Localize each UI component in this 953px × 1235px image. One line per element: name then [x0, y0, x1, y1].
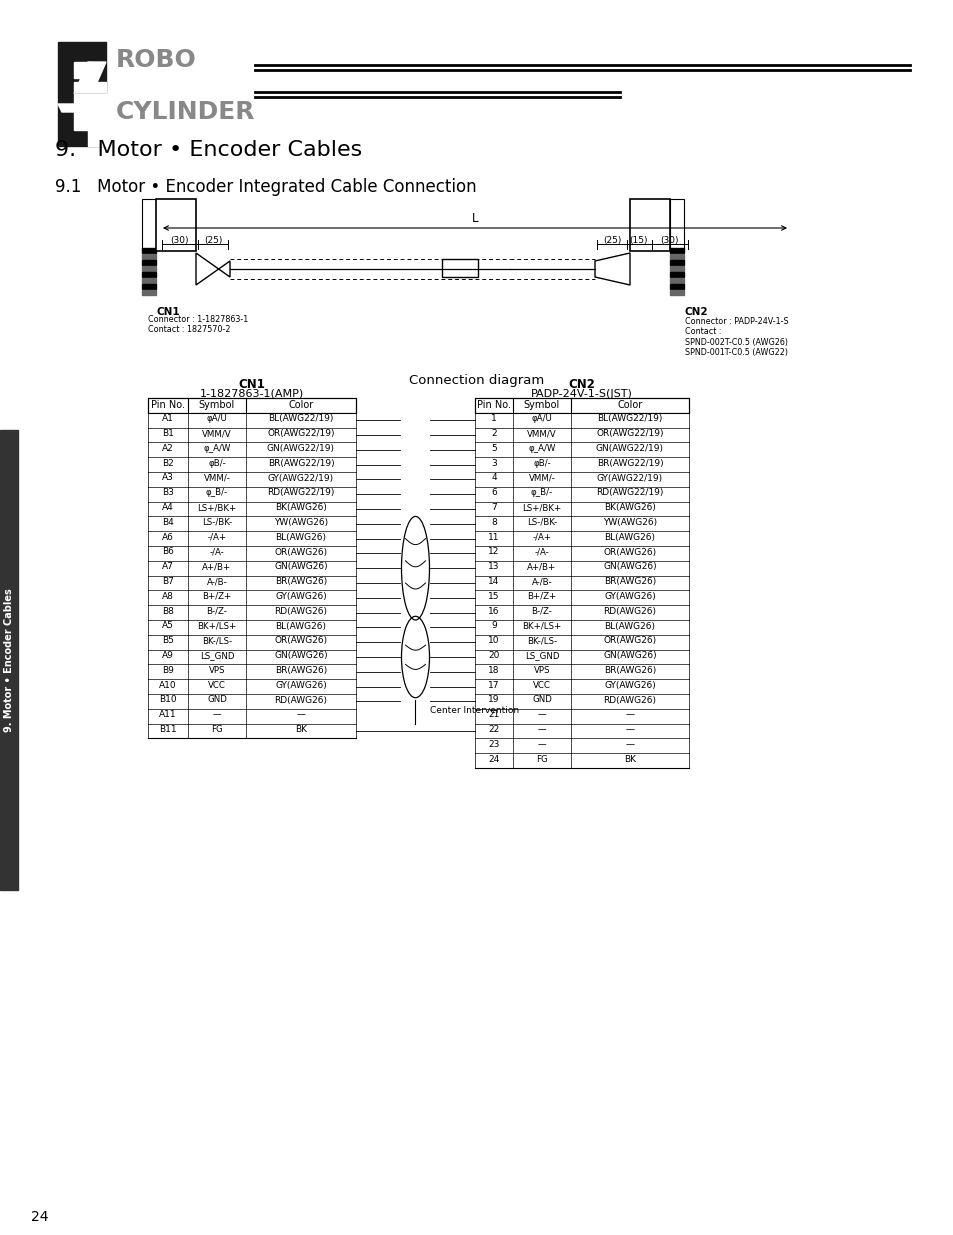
Text: BL(AWG26): BL(AWG26)	[604, 532, 655, 542]
FancyBboxPatch shape	[58, 42, 106, 94]
Text: BR(AWG26): BR(AWG26)	[603, 666, 656, 674]
Text: BK+/LS+: BK+/LS+	[522, 621, 561, 631]
Text: A4: A4	[162, 503, 173, 513]
Text: VPS: VPS	[209, 666, 225, 674]
Text: BL(AWG26): BL(AWG26)	[604, 621, 655, 631]
Text: 7: 7	[491, 503, 497, 513]
Text: A1: A1	[162, 414, 173, 424]
Text: 22: 22	[488, 725, 499, 734]
Text: GN(AWG26): GN(AWG26)	[602, 651, 656, 659]
Text: Connector : PADP-24V-1-S
Contact :
SPND-002T-C0.5 (AWG26)
SPND-001T-C0.5 (AWG22): Connector : PADP-24V-1-S Contact : SPND-…	[684, 317, 788, 357]
Text: B9: B9	[162, 666, 173, 674]
Text: RD(AWG26): RD(AWG26)	[603, 606, 656, 616]
Text: B3: B3	[162, 488, 173, 498]
Text: A10: A10	[159, 680, 176, 689]
Text: RD(AWG26): RD(AWG26)	[274, 606, 327, 616]
Text: BK: BK	[623, 755, 636, 763]
Polygon shape	[195, 253, 230, 285]
Text: LS_GND: LS_GND	[199, 651, 234, 659]
Text: φ_A/W: φ_A/W	[528, 443, 555, 453]
Text: 14: 14	[488, 577, 499, 587]
Bar	[142, 248, 156, 253]
Text: —: —	[625, 740, 634, 748]
Text: B6: B6	[162, 547, 173, 557]
Bar	[148, 531, 355, 546]
Text: B+/Z+: B+/Z+	[527, 592, 556, 601]
Bar	[142, 284, 156, 289]
Text: GN(AWG22/19): GN(AWG22/19)	[596, 443, 663, 453]
Bar	[475, 501, 688, 516]
Text: —: —	[625, 725, 634, 734]
Text: GN(AWG26): GN(AWG26)	[274, 562, 328, 572]
Bar	[148, 620, 355, 635]
Bar	[148, 427, 355, 442]
Text: (30): (30)	[171, 236, 189, 245]
Bar	[148, 501, 355, 516]
Text: VCC: VCC	[208, 680, 226, 689]
Text: 8: 8	[491, 517, 497, 527]
Bar	[148, 561, 355, 576]
Bar	[475, 605, 688, 620]
Bar	[148, 590, 355, 605]
Bar	[629, 199, 669, 251]
Text: VMM/-: VMM/-	[203, 473, 231, 483]
Text: 4: 4	[491, 473, 497, 483]
Text: A7: A7	[162, 562, 173, 572]
Text: A+/B+: A+/B+	[202, 562, 232, 572]
Text: φB/-: φB/-	[533, 458, 550, 468]
Text: A2: A2	[162, 443, 173, 453]
Text: OR(AWG26): OR(AWG26)	[603, 547, 656, 557]
Text: B11: B11	[159, 725, 176, 734]
Text: B+/Z+: B+/Z+	[202, 592, 232, 601]
Bar	[475, 664, 688, 679]
Text: 11: 11	[488, 532, 499, 542]
Bar	[142, 261, 156, 266]
Text: BR(AWG22/19): BR(AWG22/19)	[268, 458, 334, 468]
Text: φB/-: φB/-	[208, 458, 226, 468]
Bar	[669, 261, 683, 266]
Text: 9.   Motor • Encoder Cables: 9. Motor • Encoder Cables	[55, 140, 362, 161]
Text: GND: GND	[207, 695, 227, 704]
Text: —: —	[296, 710, 305, 719]
Text: GY(AWG26): GY(AWG26)	[603, 680, 655, 689]
Text: OR(AWG26): OR(AWG26)	[274, 547, 327, 557]
Text: Color: Color	[617, 399, 642, 410]
Text: 1: 1	[491, 414, 497, 424]
Text: 24: 24	[31, 1210, 49, 1224]
Text: B-/Z-: B-/Z-	[207, 606, 227, 616]
Text: BL(AWG26): BL(AWG26)	[275, 621, 326, 631]
Text: CN1: CN1	[156, 308, 179, 317]
Bar	[148, 442, 355, 457]
Text: CN1: CN1	[238, 378, 265, 391]
Text: 6: 6	[491, 488, 497, 498]
Text: B-/Z-: B-/Z-	[531, 606, 552, 616]
Text: 3: 3	[491, 458, 497, 468]
Bar	[148, 487, 355, 501]
Text: —: —	[625, 710, 634, 719]
Bar	[74, 94, 108, 130]
Text: OR(AWG26): OR(AWG26)	[603, 636, 656, 646]
Text: 12: 12	[488, 547, 499, 557]
Bar	[88, 135, 108, 146]
Text: 16: 16	[488, 606, 499, 616]
Text: —: —	[537, 740, 546, 748]
Text: BK(AWG26): BK(AWG26)	[274, 503, 327, 513]
Bar	[475, 487, 688, 501]
Bar	[669, 254, 683, 259]
Text: —: —	[213, 710, 221, 719]
Bar	[475, 472, 688, 487]
Text: BK(AWG26): BK(AWG26)	[603, 503, 656, 513]
Text: BK+/LS+: BK+/LS+	[197, 621, 236, 631]
Text: A9: A9	[162, 651, 173, 659]
Text: B1: B1	[162, 429, 173, 438]
Bar	[148, 635, 355, 650]
Text: -/A+: -/A+	[532, 532, 551, 542]
Text: —: —	[537, 725, 546, 734]
Text: GY(AWG22/19): GY(AWG22/19)	[268, 473, 334, 483]
Bar	[669, 290, 683, 295]
Text: A8: A8	[162, 592, 173, 601]
Text: —: —	[537, 710, 546, 719]
Bar	[74, 62, 91, 78]
Bar	[475, 724, 688, 739]
Bar	[475, 412, 688, 427]
